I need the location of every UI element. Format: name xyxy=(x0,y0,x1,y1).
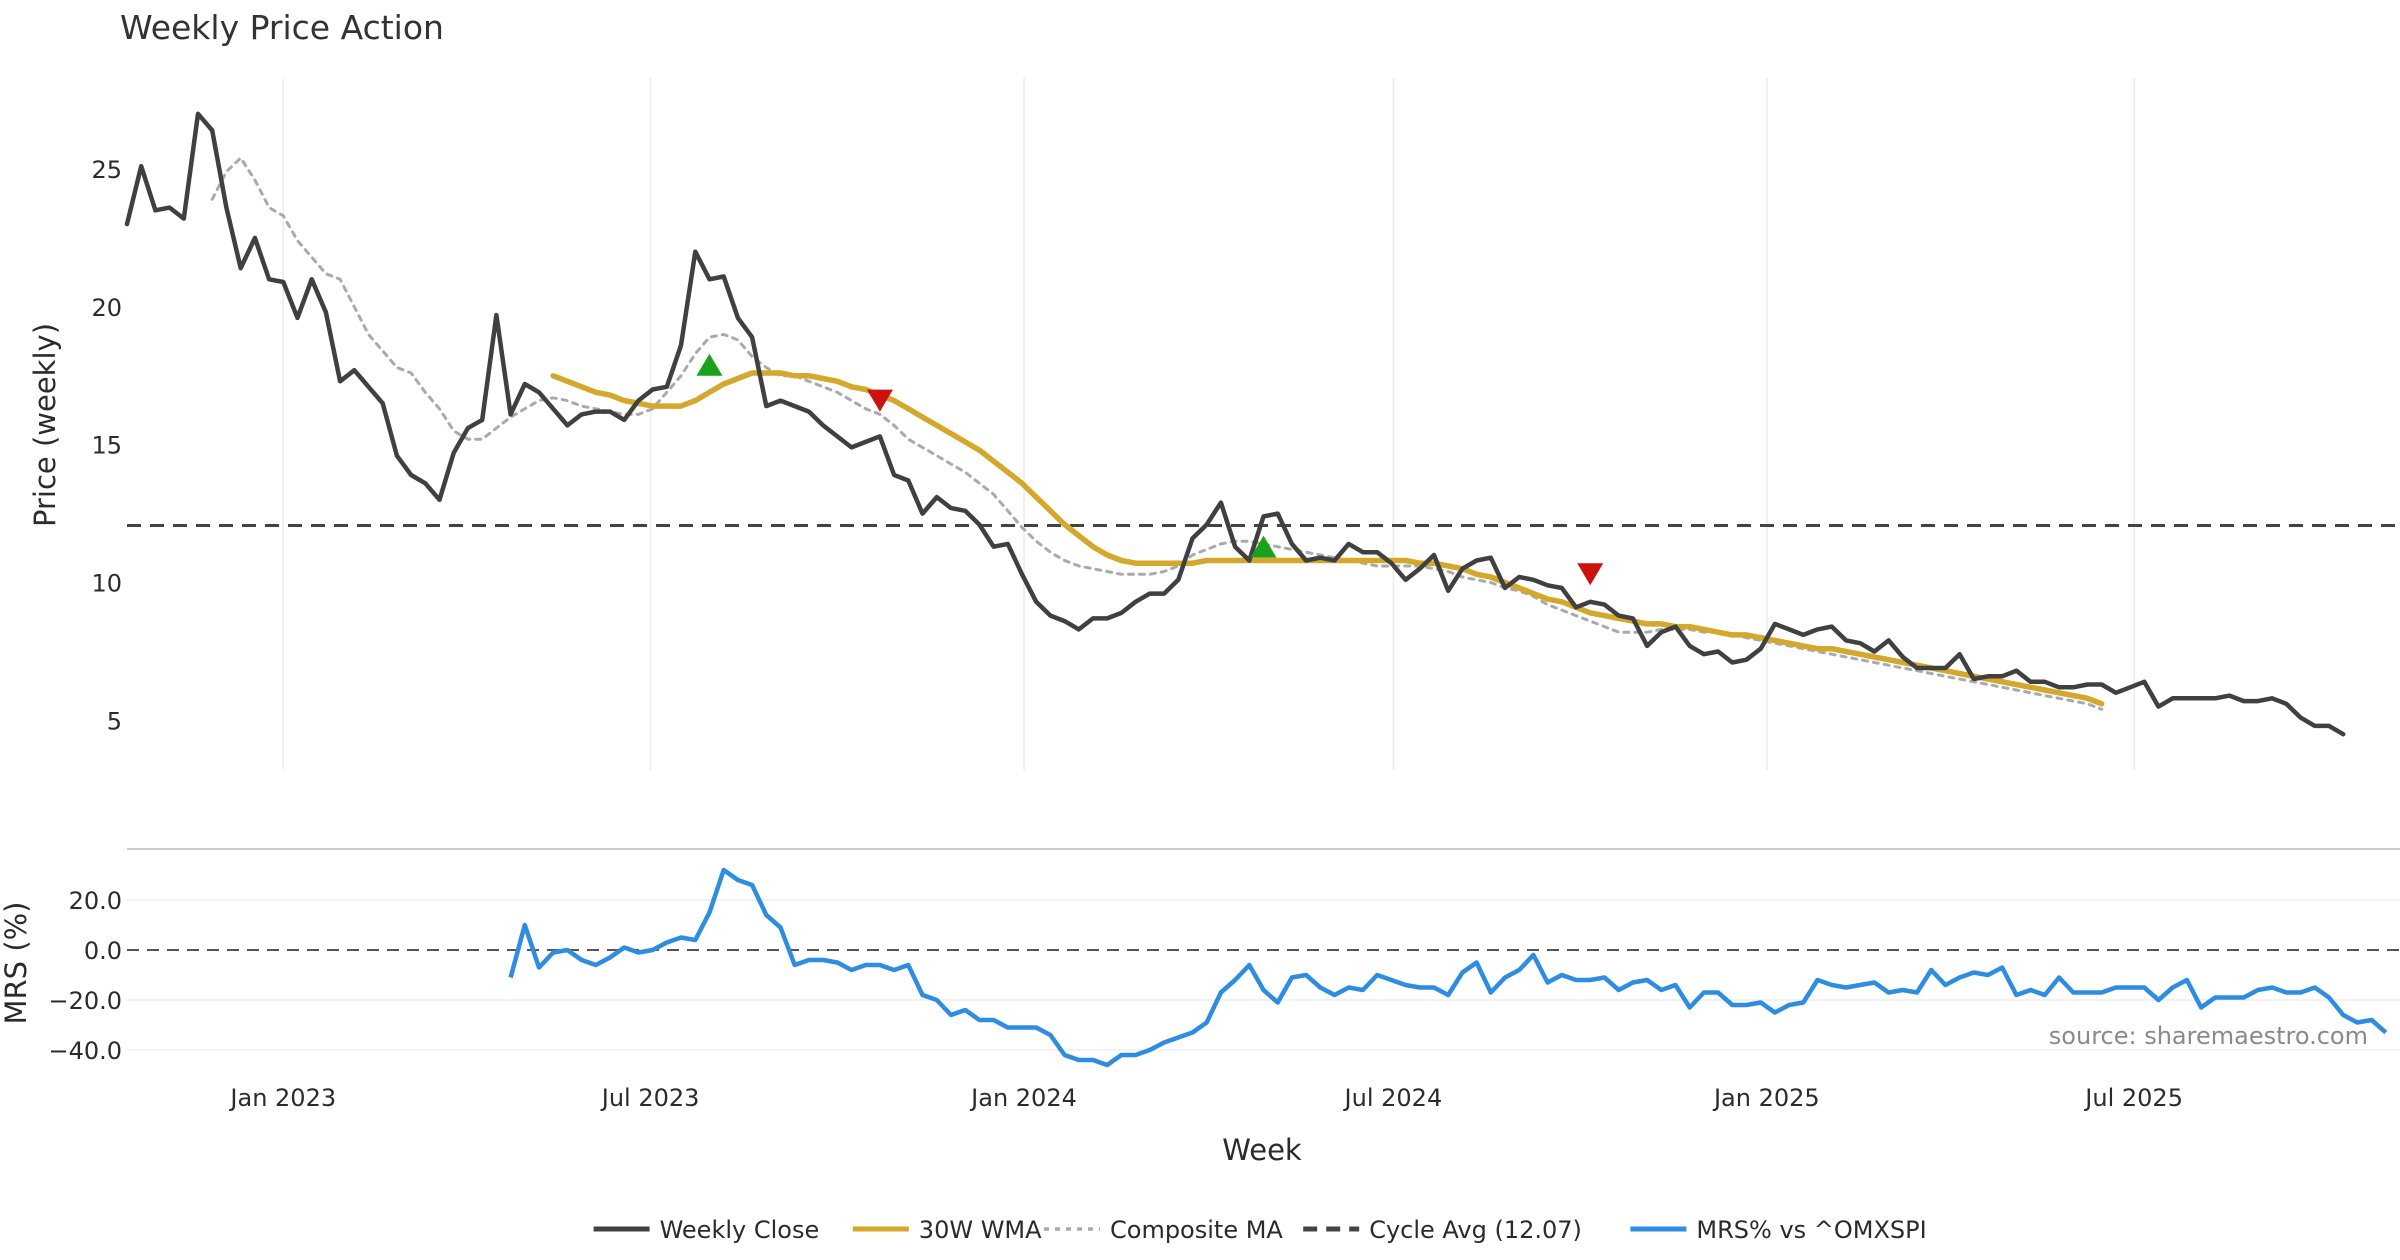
buy-signal-marker xyxy=(696,353,723,376)
x-tick-label: Jan 2025 xyxy=(1712,1084,1820,1112)
legend-label: Cycle Avg (12.07) xyxy=(1369,1216,1582,1244)
x-tick-label: Jan 2023 xyxy=(228,1084,336,1112)
sell-signal-marker xyxy=(1577,563,1604,586)
price-y-tick-label: 25 xyxy=(91,156,122,184)
weekly-close-line xyxy=(124,111,2346,737)
composite-ma-line xyxy=(210,156,2104,711)
30w-wma-line xyxy=(550,370,2105,707)
legend-label: MRS% vs ^OMXSPI xyxy=(1696,1216,1926,1244)
source-note: source: sharemaestro.com xyxy=(2049,1022,2368,1050)
x-tick-label: Jul 2025 xyxy=(2083,1084,2183,1112)
price-y-tick-label: 10 xyxy=(91,570,122,598)
price-y-tick-label: 20 xyxy=(91,294,122,322)
mrs-y-tick-label: −40.0 xyxy=(48,1037,122,1065)
x-tick-label: Jul 2023 xyxy=(600,1084,700,1112)
price-y-tick-label: 5 xyxy=(107,707,122,735)
price-y-tick-label: 15 xyxy=(91,432,122,460)
x-tick-label: Jan 2024 xyxy=(969,1084,1077,1112)
legend-label: Composite MA xyxy=(1110,1216,1283,1244)
x-tick-label: Jul 2024 xyxy=(1343,1084,1443,1112)
mrs-y-tick-label: −20.0 xyxy=(48,987,122,1015)
buy-signal-marker xyxy=(1250,535,1277,558)
mrs-y-tick-label: 0.0 xyxy=(84,937,122,965)
x-axis-label: Week xyxy=(1222,1133,1302,1167)
mrs-y-axis-label: MRS (%) xyxy=(0,902,33,1025)
price-y-axis-label: Price (weekly) xyxy=(28,323,62,527)
mrs-y-tick-label: 20.0 xyxy=(69,887,122,915)
legend-label: Weekly Close xyxy=(660,1216,820,1244)
sell-signal-marker xyxy=(866,389,893,412)
chart-marks: Jan 2023 Jul 2023 Jan 2024 Jul 2024 Jan 2025… xyxy=(48,78,2400,1244)
legend-label: 30W WMA xyxy=(919,1216,1042,1244)
chart-title: Weekly Price Action xyxy=(120,8,444,47)
mrs-line xyxy=(508,867,2388,1068)
